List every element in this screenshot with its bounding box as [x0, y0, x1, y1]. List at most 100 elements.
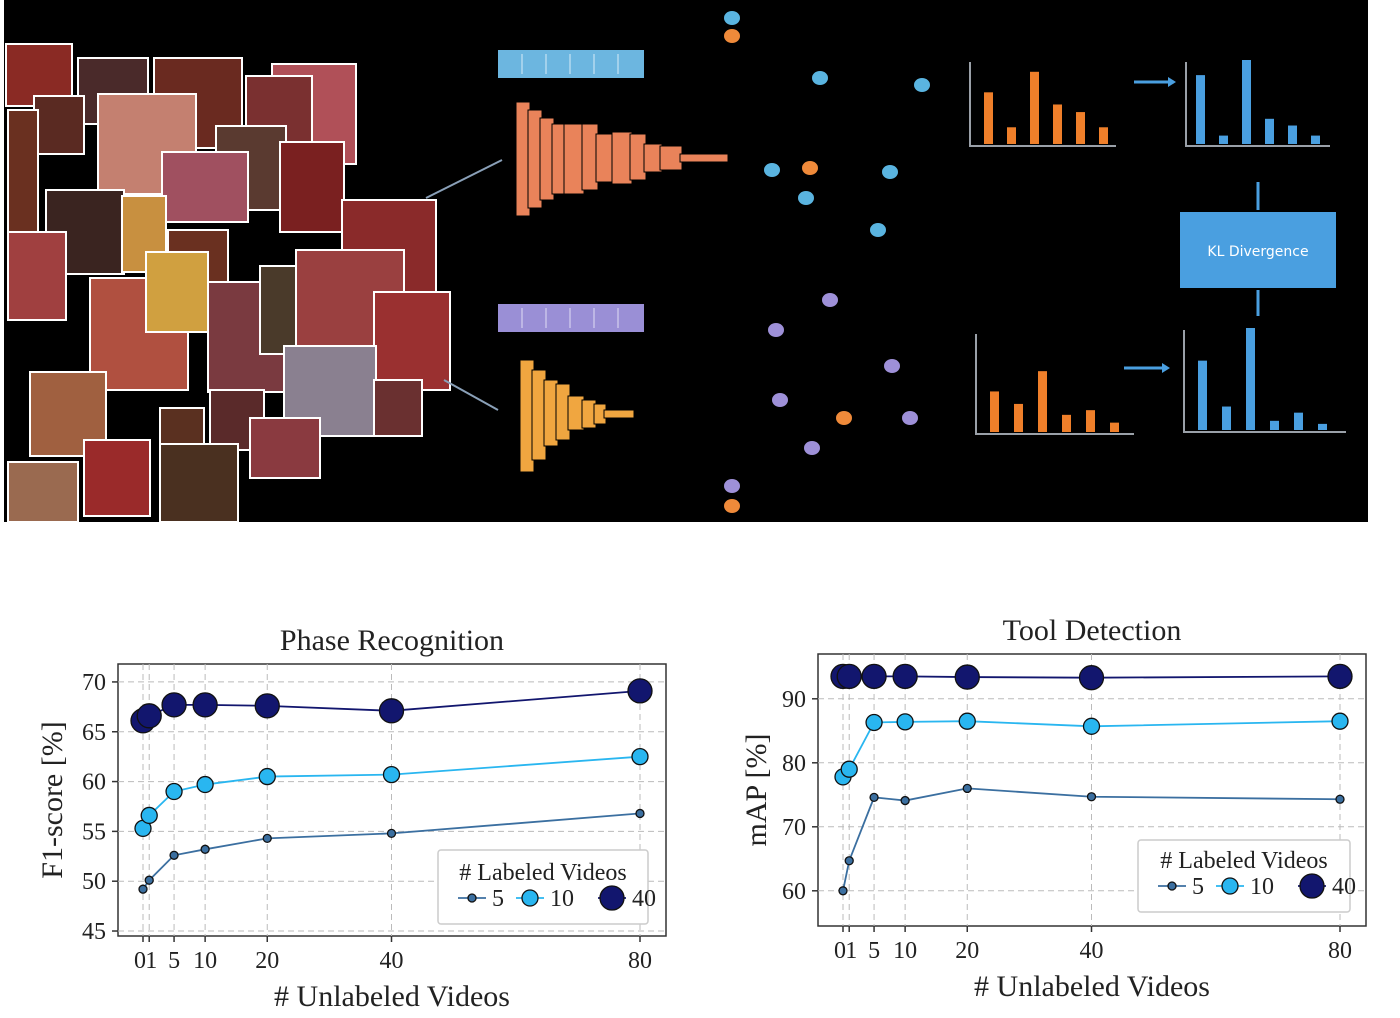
legend-label: 40 [632, 886, 656, 912]
x-tick-label: 0 [834, 938, 846, 964]
data-point-series-10 [631, 748, 649, 766]
student-token-strip [498, 304, 644, 332]
series-markers [130, 678, 653, 894]
legend-title: # Labeled Videos [1160, 848, 1327, 874]
histogram-student-left [990, 371, 1119, 432]
x-axis-label: # Unlabeled Videos [974, 970, 1210, 1003]
data-point-series-40 [378, 698, 405, 724]
video-frame-thumbnail [145, 251, 209, 333]
legend-marker [521, 889, 539, 907]
teacher-token-strip [498, 50, 644, 78]
x-tick-label: 0 [134, 948, 146, 974]
video-frame-thumbnail [373, 379, 423, 437]
data-point-series-40 [1327, 663, 1353, 690]
data-point-series-10 [1331, 712, 1349, 730]
data-point-series-10 [258, 767, 276, 786]
data-point-series-10 [1082, 717, 1101, 735]
y-tick-label: 80 [782, 751, 806, 777]
histogram-bar [1311, 135, 1320, 144]
histogram-teacher-left [984, 71, 1108, 144]
x-tick-label: 80 [1328, 938, 1352, 964]
y-tick-label: 65 [82, 720, 106, 746]
data-point-series-5 [386, 828, 397, 839]
legend-marker [599, 885, 625, 911]
teacher-network-icon [515, 101, 729, 217]
legend-entries: 5 10 40 [1158, 873, 1356, 900]
video-frame-thumbnail [249, 417, 321, 479]
data-point-series-40 [861, 663, 887, 690]
video-frame-thumbnail [279, 141, 345, 233]
legend-label: 40 [1332, 874, 1356, 900]
histogram-bar [1110, 422, 1119, 432]
series-lines [842, 675, 1341, 891]
data-point-series-40 [627, 678, 653, 704]
x-tick-label: 1 [845, 938, 857, 964]
histogram-bar [1222, 406, 1231, 430]
data-point-series-40 [1078, 665, 1105, 691]
histogram-student-right [1198, 328, 1327, 430]
method-diagram-svg: KL Divergence [5, 11, 1346, 523]
gridlines [118, 664, 666, 936]
legend-label: 10 [1250, 874, 1274, 900]
data-point-series-10 [382, 765, 401, 784]
data-point-series-40 [136, 703, 162, 729]
legend-title: # Labeled Videos [459, 860, 626, 886]
data-point-series-5 [869, 792, 879, 803]
y-tick-labels: 45 50 55 60 65 70 [82, 670, 118, 945]
legend-label: 10 [550, 886, 574, 912]
x-tick-label: 1 [145, 948, 157, 974]
method-diagram: KL Divergence [4, 0, 1368, 523]
legend-marker [1167, 881, 1177, 891]
student-network-icon [519, 359, 635, 473]
series-line-40 [843, 675, 1341, 679]
histogram-bar [1265, 118, 1274, 144]
embedding-points [724, 11, 930, 513]
x-tick-label: 20 [255, 948, 279, 974]
y-tick-label: 70 [782, 815, 806, 841]
series-markers [830, 663, 1353, 896]
histogram-bar [1219, 135, 1228, 144]
data-point-series-5 [838, 886, 848, 896]
data-point-series-5 [962, 783, 972, 794]
histogram-bar [1038, 371, 1047, 432]
data-point-series-10 [165, 782, 183, 801]
legend-marker [467, 893, 477, 903]
histogram-bar [1318, 423, 1327, 430]
y-axis-label: mAP [%] [740, 733, 773, 846]
series-lines [142, 690, 641, 890]
histogram-bar [1076, 112, 1085, 144]
data-point-series-10 [840, 760, 858, 778]
video-frame-thumbnail [7, 109, 39, 235]
histogram-bar [1294, 412, 1303, 430]
histogram-bar [1014, 403, 1023, 432]
video-frame-thumbnail [7, 461, 79, 523]
legend: # Labeled Videos 5 10 40 [1137, 839, 1356, 913]
histogram-bar [1053, 104, 1062, 144]
video-frame-thumbnail [373, 291, 451, 391]
chart-title: Phase Recognition [280, 624, 504, 657]
histogram-teacher-right [1196, 60, 1320, 144]
surgical-image-collage [5, 43, 451, 523]
legend-box [1137, 839, 1351, 913]
y-tick-label: 45 [82, 919, 106, 945]
histogram-bar [1030, 71, 1039, 144]
x-tick-label: 80 [628, 948, 652, 974]
data-point-series-5 [262, 833, 272, 844]
video-frame-thumbnail [33, 95, 85, 155]
x-tick-label: 10 [893, 938, 917, 964]
x-tick-label: 5 [868, 938, 880, 964]
data-point-series-10 [865, 713, 883, 732]
data-point-series-40 [161, 692, 187, 718]
plot-area [817, 653, 1367, 927]
data-point-series-5 [200, 844, 210, 854]
plot-area [117, 663, 667, 937]
histogram-bar [1270, 420, 1279, 430]
legend-marker [1299, 873, 1325, 899]
y-tick-label: 90 [782, 687, 806, 713]
data-point-series-40 [830, 663, 856, 690]
data-point-series-5 [635, 808, 645, 819]
data-point-series-5 [144, 875, 154, 885]
kl-divergence-box [1180, 212, 1336, 288]
histogram-arrows [1124, 77, 1260, 373]
